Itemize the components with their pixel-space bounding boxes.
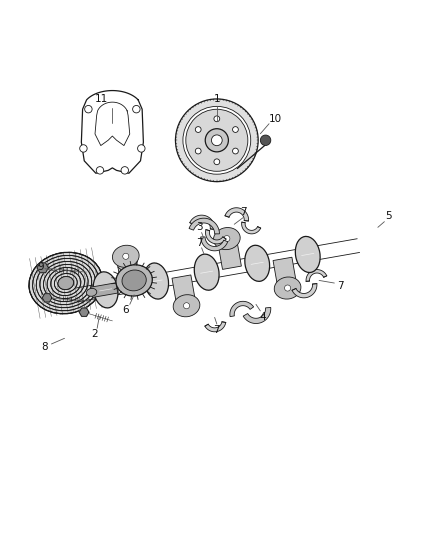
Polygon shape	[91, 283, 118, 297]
Text: 11: 11	[95, 94, 108, 104]
Polygon shape	[79, 308, 89, 317]
Circle shape	[183, 107, 251, 174]
Ellipse shape	[116, 265, 152, 296]
Circle shape	[233, 127, 238, 132]
Circle shape	[195, 127, 201, 132]
Circle shape	[205, 128, 228, 152]
Circle shape	[224, 236, 230, 241]
Polygon shape	[205, 230, 226, 244]
Circle shape	[80, 145, 87, 152]
Text: 7: 7	[338, 281, 344, 291]
Circle shape	[96, 167, 104, 174]
Polygon shape	[243, 308, 271, 324]
Polygon shape	[225, 208, 249, 221]
Circle shape	[123, 253, 129, 260]
Circle shape	[121, 167, 128, 174]
Circle shape	[212, 135, 222, 146]
Text: 4: 4	[259, 312, 266, 321]
Text: 7: 7	[196, 238, 203, 247]
Ellipse shape	[274, 277, 301, 299]
Circle shape	[176, 99, 258, 182]
Circle shape	[85, 106, 92, 113]
Circle shape	[285, 285, 291, 291]
Polygon shape	[230, 301, 254, 317]
Ellipse shape	[173, 295, 200, 317]
Circle shape	[133, 106, 140, 113]
Ellipse shape	[194, 254, 219, 290]
Circle shape	[195, 148, 201, 154]
Text: 1: 1	[213, 94, 220, 104]
Polygon shape	[190, 215, 215, 229]
Ellipse shape	[122, 270, 146, 291]
Text: 6: 6	[122, 305, 129, 315]
Circle shape	[138, 145, 145, 152]
Text: 8: 8	[42, 342, 48, 352]
Polygon shape	[117, 255, 140, 287]
Polygon shape	[37, 263, 48, 273]
Polygon shape	[217, 237, 241, 269]
Text: 3: 3	[196, 222, 203, 232]
Ellipse shape	[144, 263, 169, 299]
Polygon shape	[205, 322, 226, 332]
Circle shape	[186, 109, 248, 171]
Ellipse shape	[295, 237, 320, 272]
Polygon shape	[273, 257, 297, 290]
Polygon shape	[201, 237, 228, 251]
Circle shape	[260, 135, 271, 146]
Polygon shape	[42, 294, 52, 302]
Ellipse shape	[58, 277, 74, 289]
Text: 10: 10	[269, 114, 282, 124]
Text: 7: 7	[240, 207, 246, 217]
Ellipse shape	[86, 288, 97, 296]
Polygon shape	[242, 222, 261, 234]
Text: 2: 2	[92, 329, 98, 339]
Ellipse shape	[93, 272, 118, 308]
Polygon shape	[172, 275, 196, 308]
Circle shape	[233, 148, 238, 154]
Text: 7: 7	[213, 325, 220, 335]
Circle shape	[214, 159, 220, 165]
Text: 5: 5	[385, 212, 392, 221]
Ellipse shape	[245, 245, 270, 281]
Circle shape	[184, 303, 190, 309]
Circle shape	[214, 116, 220, 122]
Polygon shape	[306, 270, 327, 281]
Polygon shape	[189, 218, 219, 234]
Ellipse shape	[29, 252, 102, 314]
Ellipse shape	[113, 245, 139, 268]
Text: 9: 9	[37, 262, 44, 271]
Ellipse shape	[213, 228, 240, 249]
Polygon shape	[292, 284, 317, 298]
